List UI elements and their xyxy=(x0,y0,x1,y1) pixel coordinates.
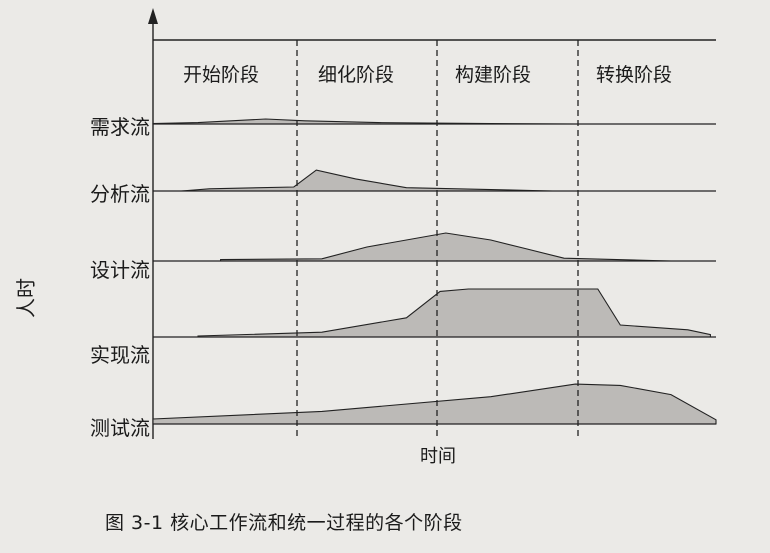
stream-label-analysis: 分析流 xyxy=(90,182,150,206)
figure-caption: 图 3-1 核心工作流和统一过程的各个阶段 xyxy=(105,512,463,534)
stream-label-implementation: 实现流 xyxy=(90,343,150,367)
stream-label-requirements: 需求流 xyxy=(90,115,150,139)
y-axis-arrowhead xyxy=(148,8,158,24)
phase-label-construction: 构建阶段 xyxy=(455,64,532,86)
stream-label-design: 设计流 xyxy=(90,258,150,282)
stream-label-test: 测试流 xyxy=(90,416,150,440)
stream-area-test xyxy=(152,383,717,425)
stream-area-implementation xyxy=(197,288,711,338)
stream-area-requirements xyxy=(152,118,576,125)
stream-area-analysis xyxy=(181,169,553,192)
stream-area-design xyxy=(220,232,672,262)
phase-label-elaboration: 细化阶段 xyxy=(318,64,395,86)
phase-label-transition: 转换阶段 xyxy=(596,64,673,86)
y-axis-label: 人时 xyxy=(14,278,38,318)
phase-label-inception: 开始阶段 xyxy=(183,64,260,86)
x-axis-label: 时间 xyxy=(420,446,456,467)
